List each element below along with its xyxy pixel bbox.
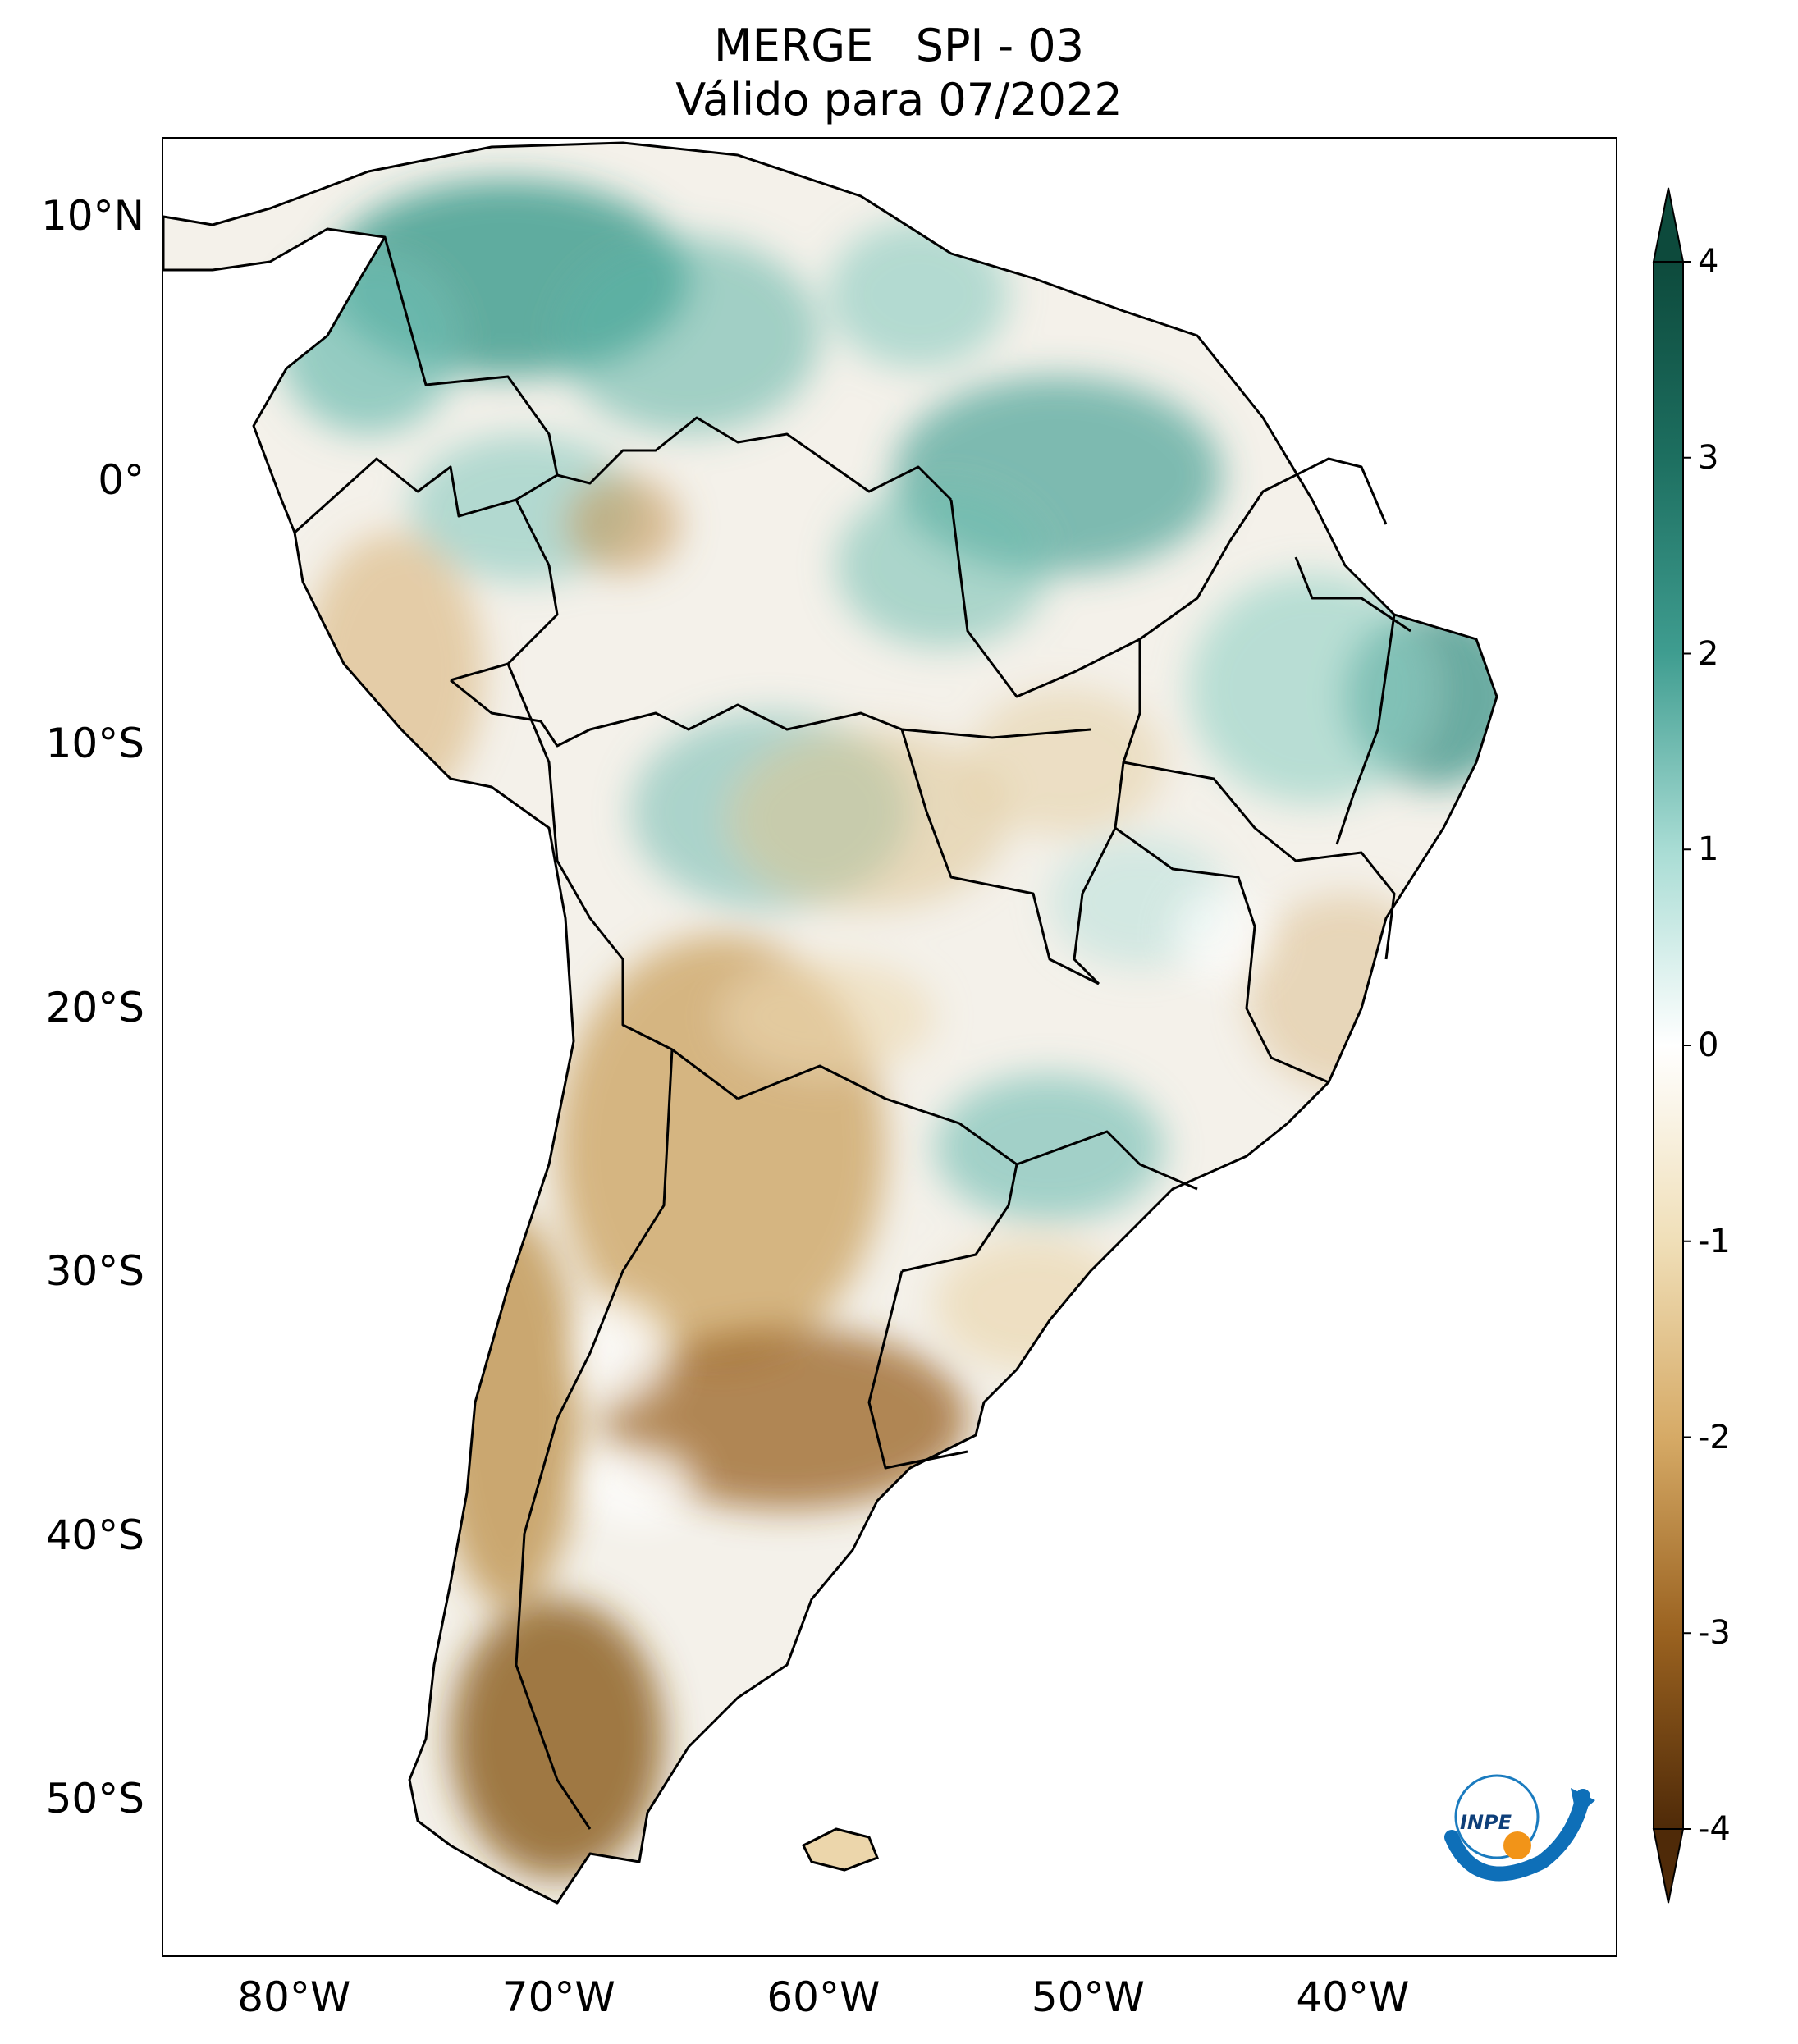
- colorbar-tick-label: 1: [1698, 830, 1719, 869]
- colorbar-tick-label: -4: [1698, 1810, 1731, 1848]
- lat-label: 30°S: [45, 1247, 144, 1296]
- lon-label: 80°W: [237, 1973, 351, 2021]
- map-area: INPE: [162, 137, 1617, 1957]
- lat-label: 50°S: [45, 1775, 144, 1823]
- svg-text:INPE: INPE: [1460, 1811, 1512, 1834]
- lat-label: 0°: [98, 455, 144, 504]
- lon-label: 70°W: [501, 1973, 615, 2021]
- colorbar-tick-label: 3: [1698, 438, 1719, 477]
- colorbar-extend-min: [1652, 1828, 1685, 1904]
- precipitation-map: INPE: [163, 141, 1595, 1905]
- map-subtitle: Válido para 07/2022: [675, 74, 1123, 126]
- colorbar-tick-label: 0: [1698, 1027, 1719, 1064]
- lat-label: 10°S: [45, 720, 144, 768]
- lon-label: 40°W: [1296, 1973, 1410, 2021]
- colorbar: [1652, 187, 1691, 1904]
- lat-label: 40°S: [45, 1511, 144, 1559]
- lon-label: 50°W: [1031, 1973, 1145, 2021]
- country-borders: [163, 141, 1498, 1905]
- colorbar-tick-label: 4: [1698, 243, 1719, 281]
- colorbar-tick-label: -2: [1698, 1418, 1731, 1456]
- colorbar-extend-max: [1652, 187, 1685, 263]
- map-title: MERGE SPI - 03: [714, 20, 1084, 71]
- falkland-islands: [801, 1827, 879, 1872]
- spi-field: [163, 143, 1497, 1903]
- colorbar-tick-label: -3: [1698, 1614, 1731, 1653]
- colorbar-tick-label: -1: [1698, 1222, 1731, 1260]
- colorbar-gradient: [1653, 261, 1684, 1830]
- lat-label: 20°S: [45, 983, 144, 1031]
- inpe-logo: INPE: [1444, 1774, 1595, 1882]
- lon-label: 60°W: [766, 1973, 881, 2021]
- colorbar-tick-label: 2: [1698, 634, 1719, 673]
- lat-label: 10°N: [40, 192, 144, 240]
